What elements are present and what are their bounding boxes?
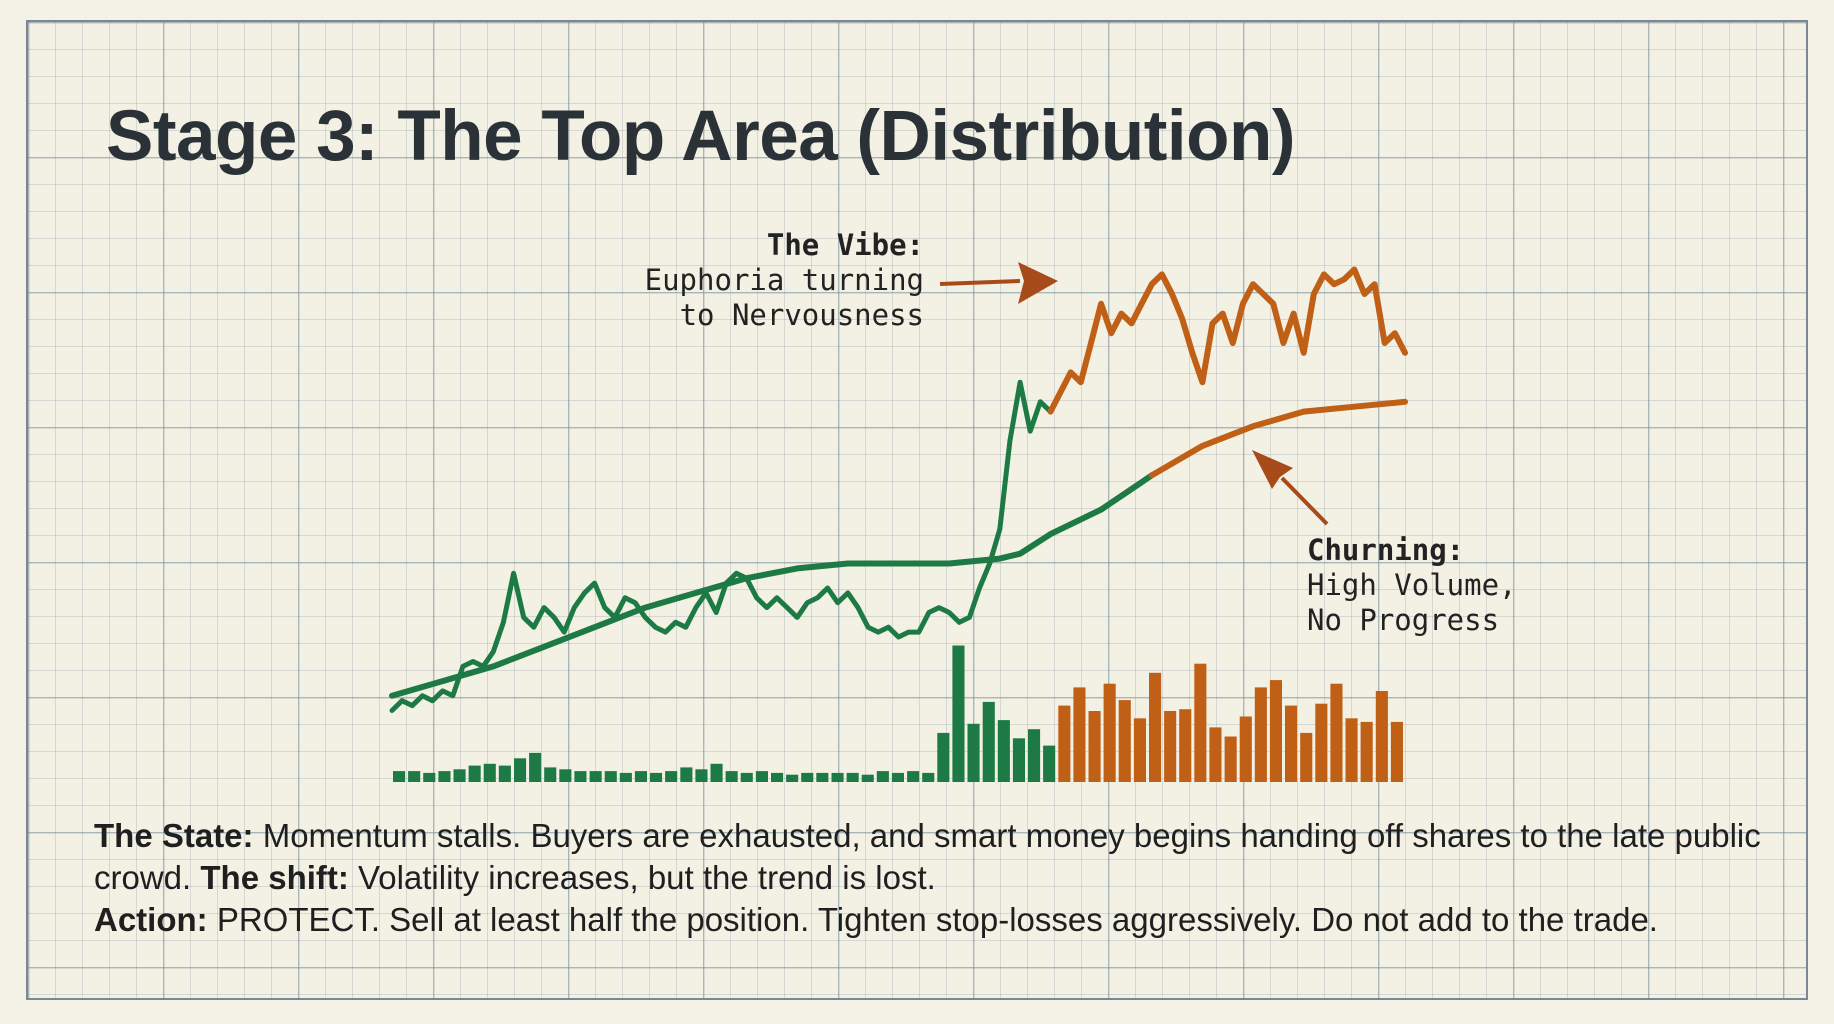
volume-bar <box>423 772 436 782</box>
volume-bar <box>529 752 542 782</box>
volume-bar <box>771 772 784 782</box>
volume-bar <box>982 701 995 782</box>
volume-bar <box>1179 709 1192 782</box>
vibe-annotation-title: The Vibe: <box>766 228 924 262</box>
volume-bar <box>514 758 527 782</box>
volume-bar <box>665 771 678 782</box>
volume-bar <box>1058 705 1071 782</box>
volume-bar <box>1345 718 1358 782</box>
volume-bar <box>861 774 874 782</box>
volume-bar <box>755 771 768 782</box>
volume-bar <box>1209 727 1222 782</box>
volume-bar <box>922 772 935 782</box>
grid-paper-frame <box>26 20 1808 1000</box>
volume-bar <box>1285 705 1298 782</box>
volume-bar <box>1103 683 1116 782</box>
vibe-arrow-head <box>1018 262 1058 304</box>
volume-bar <box>1118 700 1131 782</box>
volume-bar <box>1375 691 1388 782</box>
volume-bar <box>453 769 466 782</box>
churning-annotation-line2: No Progress <box>1307 603 1500 637</box>
volume-bar <box>1390 721 1403 782</box>
moving-average-orange <box>1148 398 1408 479</box>
price-line-distribution <box>1047 266 1408 415</box>
volume-bars <box>393 645 1403 782</box>
volume-bar <box>1360 721 1373 782</box>
action-text: PROTECT. Sell at least half the position… <box>216 901 1658 938</box>
volume-bar <box>1194 663 1207 782</box>
volume-bar <box>1043 745 1056 782</box>
volume-bar <box>1330 683 1343 782</box>
description-state-paragraph: The State: Momentum stalls. Buyers are e… <box>94 815 1774 899</box>
state-label: The State: <box>94 817 254 854</box>
vibe-annotation: The Vibe: Euphoria turning to Nervousnes… <box>645 228 924 333</box>
volume-bar <box>1073 687 1086 782</box>
volume-bar <box>408 771 421 782</box>
volume-bar <box>907 771 920 782</box>
page-title: Stage 3: The Top Area (Distribution) <box>106 97 1296 176</box>
volume-bar <box>438 771 451 782</box>
volume-bar <box>876 771 889 782</box>
volume-bar <box>680 767 693 782</box>
churning-arrow-head <box>1252 450 1293 489</box>
volume-bar <box>604 771 617 782</box>
volume-bar <box>1254 687 1267 782</box>
description-block: The State: Momentum stalls. Buyers are e… <box>94 815 1774 941</box>
volume-bar <box>559 769 572 782</box>
shift-text: Volatility increases, but the trend is l… <box>358 859 936 896</box>
churning-arrow <box>1252 450 1329 526</box>
churning-annotation: Churning: High Volume, No Progress <box>1307 533 1517 638</box>
volume-bar <box>725 771 738 782</box>
volume-bar <box>619 772 632 782</box>
volume-bar <box>997 720 1010 782</box>
volume-bar <box>1149 672 1162 782</box>
volume-bar <box>816 772 829 782</box>
volume-bar <box>891 772 904 782</box>
volume-bar <box>710 763 723 782</box>
volume-bar <box>498 765 511 782</box>
volume-bar <box>483 763 496 782</box>
volume-bar <box>1315 703 1328 782</box>
vibe-annotation-line2: to Nervousness <box>679 298 924 332</box>
volume-bar <box>544 767 557 782</box>
volume-bar <box>393 771 406 782</box>
volume-bar <box>786 774 799 782</box>
volume-bar <box>634 771 647 782</box>
volume-bar <box>1164 711 1177 782</box>
volume-bar <box>801 772 814 782</box>
volume-bar <box>589 771 602 782</box>
volume-bar <box>1088 711 1101 782</box>
volume-bar <box>1012 738 1025 782</box>
volume-bar <box>574 771 587 782</box>
volume-bar <box>1028 729 1041 782</box>
volume-bar <box>695 769 708 782</box>
volume-bar <box>831 772 844 782</box>
vibe-annotation-line1: Euphoria turning <box>644 263 924 297</box>
volume-bar <box>1133 718 1146 782</box>
volume-bar <box>1300 732 1313 782</box>
moving-average-green <box>389 472 1155 699</box>
volume-bar <box>1239 716 1252 782</box>
action-label: Action: <box>94 901 208 938</box>
churning-annotation-line1: High Volume, <box>1307 568 1517 602</box>
shift-label: The shift: <box>200 859 349 896</box>
state-text: Momentum stalls. Buyers are exhausted, a… <box>94 817 1761 896</box>
price-line-advance <box>389 379 1064 713</box>
description-action-paragraph: Action: PROTECT. Sell at least half the … <box>94 899 1774 941</box>
volume-bar <box>740 772 753 782</box>
volume-bar <box>967 723 980 782</box>
churning-annotation-title: Churning: <box>1307 533 1465 567</box>
volume-bar <box>937 732 950 782</box>
volume-bar <box>468 765 481 782</box>
volume-bar <box>846 772 859 782</box>
volume-bar <box>1224 736 1237 782</box>
volume-bar <box>1269 680 1282 782</box>
volume-bar <box>952 645 965 782</box>
volume-bar <box>650 772 663 782</box>
vibe-arrow <box>939 262 1058 304</box>
